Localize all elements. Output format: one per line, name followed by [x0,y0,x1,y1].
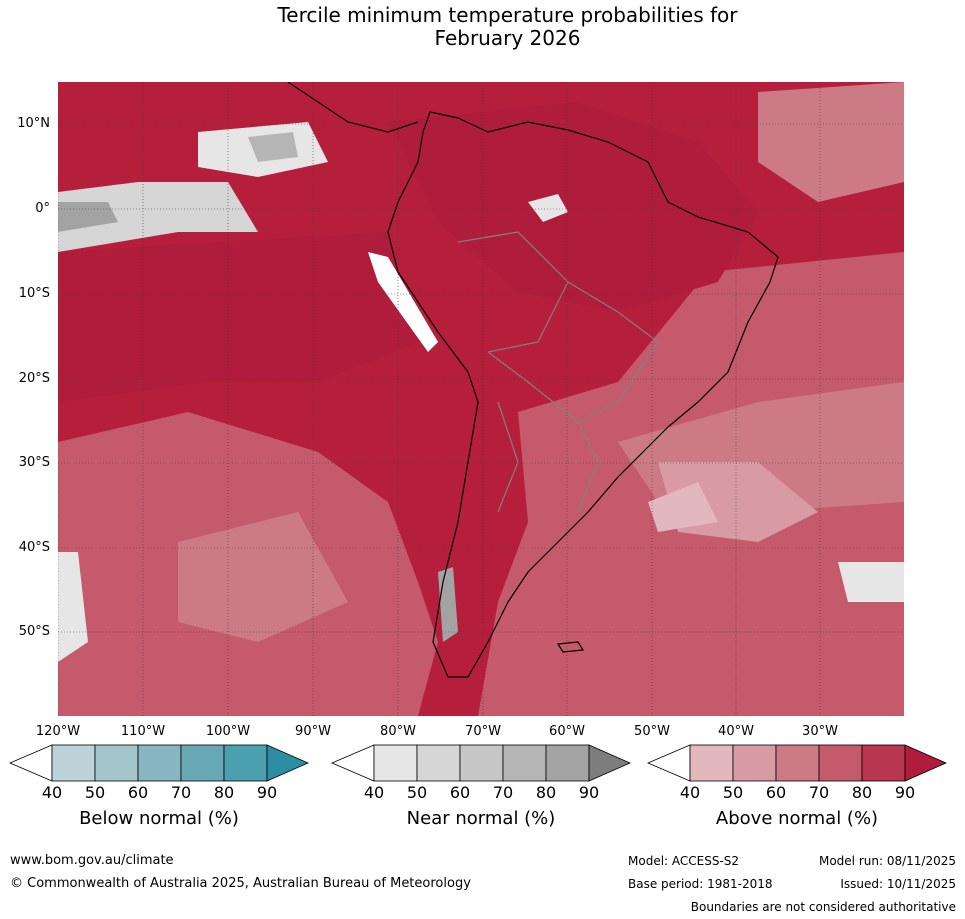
lon-label-100w: 100°W [205,724,251,739]
colorbar-above-seg-2 [732,744,777,782]
atlantic-south-near [838,562,904,602]
colorbar-near-seg-1 [373,744,418,782]
lat-label-10s: 10°S [18,286,50,301]
pacific-core-90 [58,232,418,402]
colorbar-near [330,744,631,782]
probability-map [58,82,904,716]
lon-label-30w: 30°W [802,724,838,739]
colorbar-near-seg-5 [545,744,590,782]
model-name: Model: ACCESS-S2 [628,854,740,868]
lon-label-60w: 60°W [549,724,585,739]
near-tick-80: 80 [535,783,557,802]
colorbar-below-seg-3 [137,744,182,782]
pacific-south-near [58,552,88,662]
colorbar-below-seg-5 [223,744,268,782]
title-line-2: February 2026 [434,26,581,50]
lon-label-70w: 70°W [465,724,501,739]
colorbar-below-low [8,744,53,782]
below-tick-60: 60 [127,783,149,802]
lat-label-30s: 30°S [18,455,50,470]
colorbar-near-high [588,744,631,782]
lon-label-80w: 80°W [380,724,416,739]
copyright-text: © Commonwealth of Australia 2025, Austra… [10,876,471,891]
lat-label-20s: 20°S [18,371,50,386]
colorbar-near-seg-4 [502,744,547,782]
above-tick-50: 50 [722,783,744,802]
amazon-near-patch [528,194,568,222]
colorbar-above-high [904,744,947,782]
near-tick-40: 40 [363,783,385,802]
near-tick-70: 70 [492,783,514,802]
central-america-outline [287,82,419,133]
colorbar-above-seg-4 [818,744,863,782]
colorbar-above [646,744,947,782]
colorbar-above-seg-3 [775,744,820,782]
peru-coast-low [368,252,438,352]
lon-label-90w: 90°W [295,724,331,739]
below-tick-50: 50 [84,783,106,802]
colorbar-near-low [330,744,375,782]
below-tick-80: 80 [213,783,235,802]
above-tick-80: 80 [851,783,873,802]
colorbar-near-seg-3 [459,744,504,782]
boundaries-disclaimer: Boundaries are not considered authoritat… [690,900,956,914]
above-legend-title: Above normal (%) [715,808,879,829]
colorbar-below-high [266,744,309,782]
lat-label-0: 0° [35,201,50,216]
equatorial-pacific-near [58,182,258,252]
lat-label-40s: 40°S [18,540,50,555]
caribbean-zone-60 [758,82,904,202]
issued-date: Issued: 10/11/2025 [840,877,956,891]
colorbar-above-seg-1 [689,744,734,782]
falkland-islands [556,641,585,653]
near-tick-50: 50 [406,783,428,802]
lon-label-40w: 40°W [718,724,754,739]
colorbar-above-seg-5 [861,744,906,782]
lat-label-50s: 50°S [18,624,50,639]
map-canvas [58,82,904,716]
lat-label-10n: 10°N [17,116,50,131]
below-tick-70: 70 [170,783,192,802]
map-title: Tercile minimum temperature probabilitie… [0,4,965,50]
lon-label-50w: 50°W [634,724,670,739]
colorbar-below [8,744,309,782]
country-borders [457,231,659,513]
lon-label-120w: 120°W [35,724,81,739]
patagonia-near [438,567,458,642]
equatorial-pacific-near-80 [58,202,118,232]
below-tick-90: 90 [256,783,278,802]
near-legend-title: Near normal (%) [406,808,556,829]
lon-label-110w: 110°W [120,724,166,739]
continent-outline [387,111,779,678]
below-tick-40: 40 [41,783,63,802]
website-link[interactable]: www.bom.gov.au/climate [10,853,174,868]
colorbar-below-seg-2 [94,744,139,782]
above-tick-90: 90 [894,783,916,802]
below-legend-title: Below normal (%) [79,808,239,829]
near-tick-60: 60 [449,783,471,802]
title-line-1: Tercile minimum temperature probabilitie… [277,3,738,27]
graticule [58,82,904,716]
base-period: Base period: 1981-2018 [628,877,773,891]
near-tick-90: 90 [578,783,600,802]
pacific-near-north-core [248,132,298,162]
colorbar-below-seg-4 [180,744,225,782]
above-tick-60: 60 [765,783,787,802]
above-tick-70: 70 [808,783,830,802]
atlantic-zone-40 [648,482,718,532]
colorbar-near-seg-2 [416,744,461,782]
colorbar-above-low [646,744,691,782]
above-tick-40: 40 [679,783,701,802]
colorbar-below-seg-1 [51,744,96,782]
amazon-core-90 [388,102,758,312]
pacific-zone-60 [178,512,348,642]
model-run-date: Model run: 08/11/2025 [818,854,956,868]
